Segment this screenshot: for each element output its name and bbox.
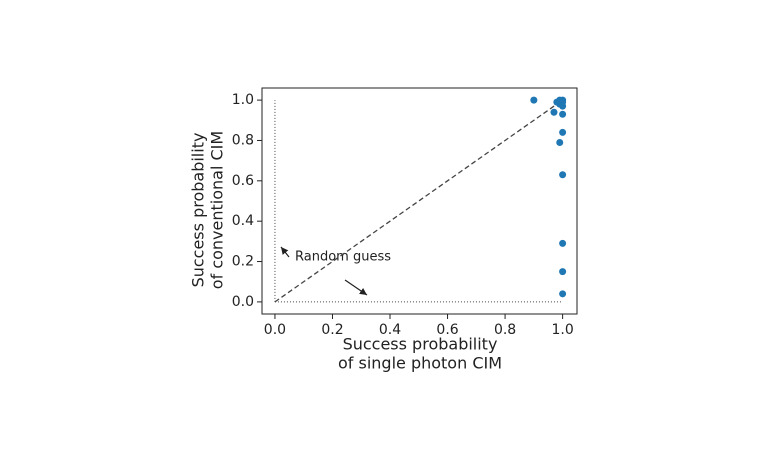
point [553, 98, 561, 106]
x-tick-label: 0.6 [436, 322, 458, 338]
point [550, 108, 558, 116]
point [559, 171, 567, 179]
annotation: Random guess [295, 250, 391, 265]
point [559, 268, 567, 276]
point [530, 96, 538, 104]
x-tick-label: 0.0 [264, 322, 286, 338]
y-tick-label: 0.0 [232, 294, 254, 310]
point [559, 110, 567, 118]
y-axis-label: of conventional CIM [208, 131, 227, 289]
x-axis-label: of single photon CIM [338, 354, 502, 373]
x-tick-label: 0.8 [494, 322, 516, 338]
annotation-arrow [344, 279, 368, 296]
plot-frame [261, 87, 578, 315]
annotation-arrow [280, 246, 290, 258]
point [559, 128, 567, 136]
x-tick-label: 0.2 [321, 322, 343, 338]
x-tick-label: 0.4 [379, 322, 401, 338]
x-axis-label: Success probability [343, 335, 498, 354]
diagonal-line [274, 99, 563, 303]
y-axis-label: Success probability [189, 133, 208, 288]
y-tick-label: 0.4 [232, 213, 254, 229]
y-tick-label: 0.6 [232, 173, 254, 189]
x-tick-label: 1.0 [551, 322, 573, 338]
y-tick-label: 1.0 [232, 92, 254, 108]
y-tick-label: 0.8 [232, 132, 254, 148]
y-tick-label: 0.2 [232, 254, 254, 270]
point [559, 102, 567, 110]
point [556, 138, 564, 146]
point [559, 239, 567, 247]
point [559, 290, 567, 298]
